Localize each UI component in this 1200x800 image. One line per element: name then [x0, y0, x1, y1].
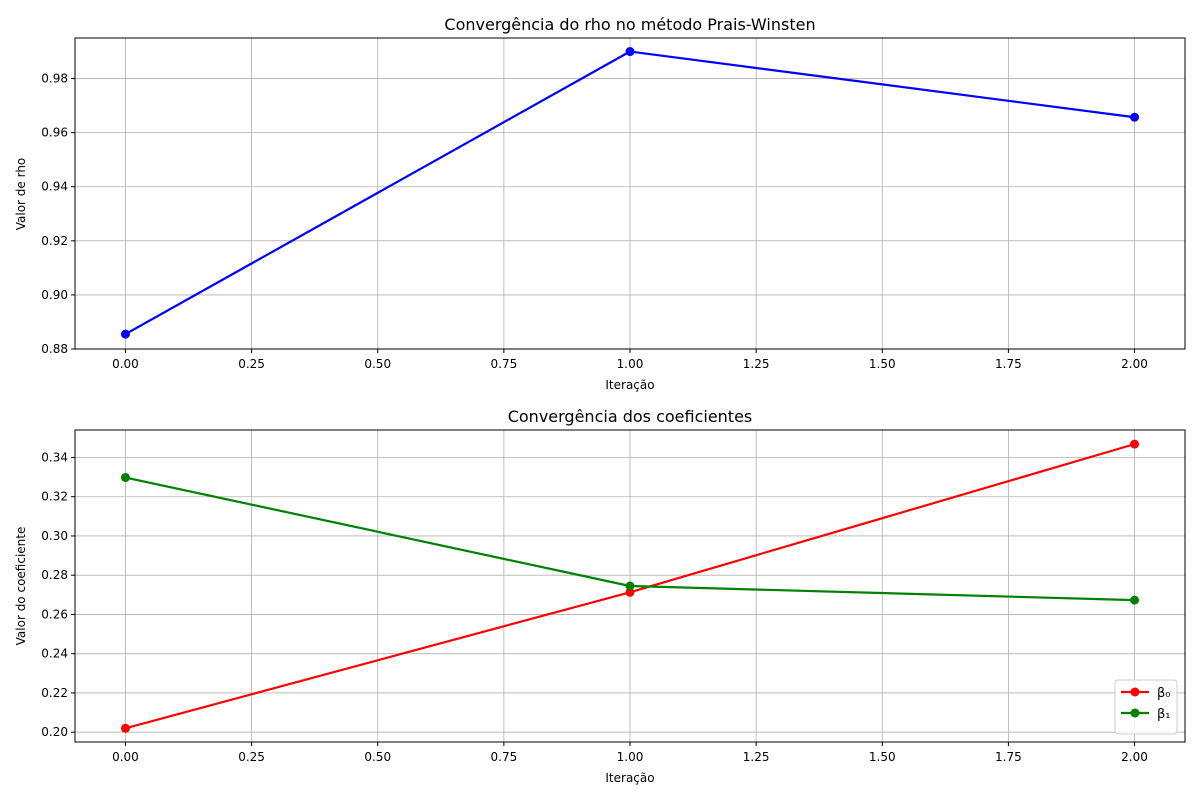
chart-title: Convergência do rho no método Prais-Wins…	[444, 15, 815, 34]
series-0	[120, 439, 1140, 733]
y-tick-label: 0.28	[41, 568, 68, 582]
y-tick-label: 0.92	[41, 234, 68, 248]
x-tick-label: 2.00	[1121, 750, 1148, 764]
data-point	[625, 581, 635, 591]
x-tick-label: 0.75	[491, 750, 518, 764]
plot-frame	[74, 37, 1186, 350]
legend-swatch-marker	[1130, 687, 1140, 697]
x-tick-label: 0.75	[491, 357, 518, 371]
x-tick-label: 0.00	[112, 750, 139, 764]
x-tick-label: 0.25	[238, 357, 265, 371]
y-tick-label: 0.24	[41, 647, 68, 661]
legend: β₀ β₁	[1114, 679, 1178, 735]
y-tick-label: 0.22	[41, 686, 68, 700]
legend-label: β₁	[1157, 707, 1171, 722]
x-tick-label: 1.75	[995, 750, 1022, 764]
y-axis-label: Valor do coeficiente	[14, 527, 28, 646]
y-tick-label: 0.90	[41, 288, 68, 302]
x-tick-label: 0.25	[238, 750, 265, 764]
x-tick-label: 1.25	[743, 357, 770, 371]
x-tick-label: 0.50	[364, 357, 391, 371]
rho-convergence-chart: Convergência do rho no método Prais-Wins…	[14, 15, 1186, 392]
y-tick-label: 0.34	[41, 450, 68, 464]
y-tick-label: 0.32	[41, 490, 68, 504]
plot-frame	[74, 429, 1186, 743]
x-tick-label: 1.75	[995, 357, 1022, 371]
x-axis-label: Iteração	[605, 771, 654, 785]
x-tick-label: 2.00	[1121, 357, 1148, 371]
legend-label: β₀	[1157, 686, 1171, 701]
data-point	[625, 587, 635, 597]
x-tick-label: 1.50	[869, 357, 896, 371]
x-tick-label: 1.25	[743, 750, 770, 764]
data-point	[1130, 112, 1140, 122]
x-tick-label: 1.00	[617, 357, 644, 371]
data-point	[120, 329, 130, 339]
y-tick-label: 0.26	[41, 607, 68, 621]
data-point	[625, 47, 635, 57]
y-axis-label: Valor de rho	[14, 158, 28, 231]
y-tick-label: 0.96	[41, 126, 68, 140]
series-0	[120, 47, 1140, 339]
y-tick-label: 0.94	[41, 180, 68, 194]
x-tick-label: 1.00	[617, 750, 644, 764]
data-point	[120, 472, 130, 482]
data-point	[1130, 595, 1140, 605]
x-tick-label: 0.50	[364, 750, 391, 764]
grid	[75, 38, 1185, 350]
x-tick-label: 0.00	[112, 357, 139, 371]
y-tick-label: 0.98	[41, 72, 68, 86]
chart-title: Convergência dos coeficientes	[508, 407, 753, 426]
y-tick-label: 0.30	[41, 529, 68, 543]
data-point	[1130, 439, 1140, 449]
legend-swatch-marker	[1130, 708, 1140, 718]
y-tick-label: 0.20	[41, 725, 68, 739]
x-axis-label: Iteração	[605, 378, 654, 392]
legend-box	[1114, 679, 1178, 735]
coefficients-convergence-chart: Convergência dos coeficientes Iteração V…	[14, 407, 1186, 785]
data-point	[120, 723, 130, 733]
y-tick-label: 0.88	[41, 342, 68, 356]
x-tick-label: 1.50	[869, 750, 896, 764]
series-1	[120, 472, 1140, 605]
